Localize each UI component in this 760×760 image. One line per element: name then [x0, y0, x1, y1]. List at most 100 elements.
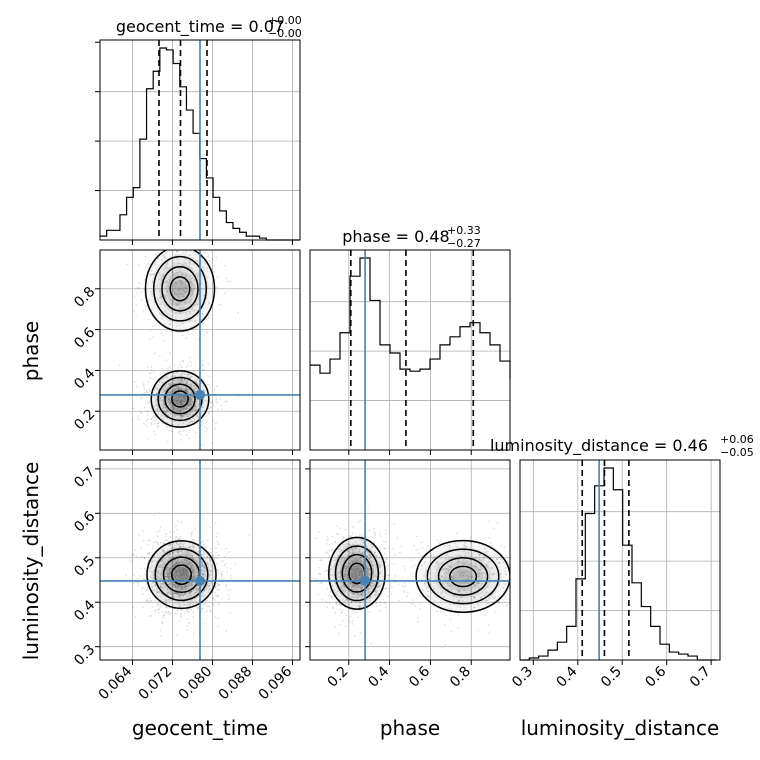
hist-panel-geocent-time	[95, 39, 301, 245]
sample-point	[484, 587, 486, 590]
sample-point	[356, 596, 359, 598]
sample-point	[168, 544, 171, 547]
sample-point	[177, 410, 179, 412]
sample-point	[356, 575, 359, 578]
sample-point	[188, 320, 191, 323]
sample-point	[197, 416, 200, 419]
sample-point	[146, 391, 149, 394]
sample-point	[154, 408, 157, 411]
sample-point	[165, 411, 167, 414]
sample-point	[211, 258, 214, 261]
sample-point	[162, 551, 165, 553]
sample-point	[441, 575, 443, 578]
sample-point	[485, 563, 488, 566]
sample-point	[148, 400, 151, 403]
sample-point	[179, 415, 182, 418]
sample-point	[385, 557, 388, 560]
sample-point	[367, 564, 370, 567]
sample-point	[185, 406, 188, 408]
sample-point	[187, 601, 190, 604]
sample-point	[357, 593, 359, 595]
sample-point	[458, 568, 460, 571]
sample-point	[447, 570, 450, 572]
sample-point	[184, 300, 187, 303]
sample-point	[192, 575, 195, 578]
sample-point	[178, 544, 180, 546]
sample-point	[179, 586, 182, 588]
sample-point	[357, 565, 360, 568]
sample-point	[189, 383, 191, 386]
sample-point	[181, 587, 184, 590]
sample-point	[164, 572, 167, 575]
sample-point	[415, 535, 418, 538]
sample-point	[503, 546, 506, 548]
sample-point	[195, 387, 197, 390]
sample-point	[461, 592, 463, 595]
sample-point	[419, 603, 422, 606]
sample-point	[165, 375, 168, 378]
sample-point	[185, 413, 188, 415]
sample-point	[150, 614, 153, 617]
sample-point	[368, 572, 370, 575]
sample-point	[137, 418, 140, 420]
sample-point	[354, 560, 357, 563]
sample-point	[182, 407, 185, 410]
sample-point	[177, 387, 180, 390]
sample-point	[354, 546, 357, 549]
sample-point	[369, 597, 371, 600]
sample-point	[188, 559, 190, 562]
sample-point	[218, 572, 220, 574]
sample-point	[180, 521, 183, 524]
sample-point	[201, 563, 204, 566]
density-shade	[452, 568, 474, 585]
sample-point	[166, 400, 169, 402]
sample-point	[493, 597, 496, 600]
sample-point	[161, 314, 164, 317]
sample-point	[188, 623, 191, 625]
sample-point	[159, 526, 162, 528]
sample-point	[155, 289, 157, 291]
sample-point	[187, 413, 190, 415]
sample-point	[160, 295, 163, 298]
sample-point	[188, 562, 191, 565]
sample-point	[190, 295, 192, 297]
sample-point	[484, 547, 486, 550]
sample-point	[462, 561, 464, 564]
sample-point	[349, 615, 352, 618]
sample-point	[158, 355, 161, 357]
sample-point	[189, 414, 192, 417]
sample-point	[146, 588, 148, 591]
sample-point	[480, 577, 483, 580]
sample-point	[337, 571, 339, 574]
sample-point	[477, 573, 480, 576]
sample-point	[157, 424, 160, 427]
sample-point	[161, 582, 164, 585]
sample-point	[179, 414, 182, 417]
sample-point	[180, 559, 183, 562]
sample-point	[164, 558, 167, 561]
x-tick-label: 0.080	[176, 664, 216, 704]
sample-point	[150, 599, 153, 602]
sample-point	[158, 566, 161, 569]
sample-point	[362, 562, 365, 565]
sample-point	[192, 569, 195, 572]
sample-point	[352, 569, 355, 571]
sample-point	[366, 592, 368, 595]
sample-point	[161, 560, 164, 563]
sample-point	[345, 567, 348, 570]
sample-point	[352, 550, 355, 552]
sample-point	[226, 589, 229, 592]
sample-point	[332, 607, 335, 609]
sample-point	[186, 597, 188, 600]
sample-point	[174, 583, 177, 586]
sample-point	[172, 564, 174, 567]
sample-point	[180, 301, 183, 303]
sample-point	[162, 598, 165, 601]
sample-point	[180, 414, 183, 417]
sample-point	[188, 603, 191, 605]
sample-point	[362, 594, 365, 597]
sample-point	[480, 565, 482, 568]
sample-point	[206, 588, 209, 591]
sample-point	[346, 584, 349, 586]
sample-point	[371, 587, 373, 590]
